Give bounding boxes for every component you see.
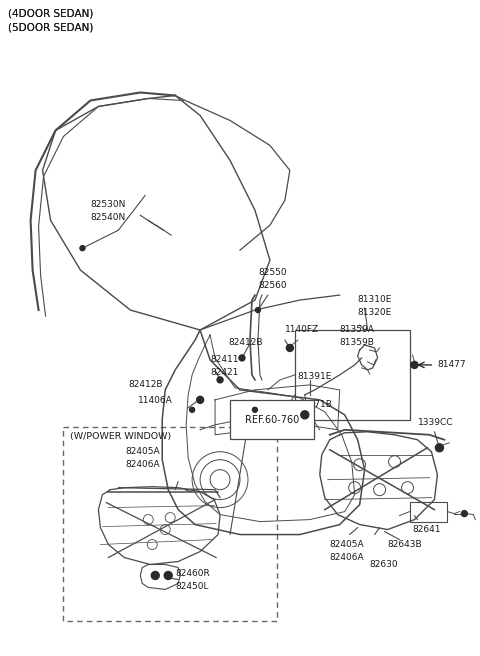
Circle shape: [239, 355, 245, 361]
Circle shape: [255, 308, 261, 312]
Circle shape: [197, 396, 204, 403]
Text: 81320E: 81320E: [358, 308, 392, 317]
Circle shape: [80, 246, 85, 251]
Text: 81391E: 81391E: [298, 372, 332, 381]
Text: 81477: 81477: [437, 360, 466, 369]
Circle shape: [287, 344, 293, 352]
Text: 81371B: 81371B: [298, 400, 333, 409]
Text: 82406A: 82406A: [330, 552, 364, 562]
Bar: [62, 427, 277, 621]
Text: 82406A: 82406A: [125, 460, 160, 469]
Circle shape: [461, 510, 468, 516]
Circle shape: [151, 571, 159, 579]
Circle shape: [217, 377, 223, 383]
Text: 82405A: 82405A: [125, 447, 160, 456]
Text: (5DOOR SEDAN): (5DOOR SEDAN): [8, 23, 93, 33]
Text: 82643B: 82643B: [387, 539, 422, 548]
Bar: [295, 330, 409, 420]
Text: 1140FZ: 1140FZ: [285, 325, 319, 334]
Text: 81359A: 81359A: [340, 325, 374, 334]
Text: 82405A: 82405A: [330, 539, 364, 548]
Text: REF.60-760: REF.60-760: [245, 415, 299, 425]
Text: (5DOOR SEDAN): (5DOOR SEDAN): [8, 23, 93, 33]
Text: 82421: 82421: [210, 368, 239, 377]
Text: 82411: 82411: [210, 355, 239, 364]
Text: 82550: 82550: [258, 268, 287, 277]
Text: 82560: 82560: [258, 281, 287, 290]
Text: 82450L: 82450L: [175, 583, 209, 592]
Text: 82540N: 82540N: [90, 213, 126, 222]
Text: 81483A: 81483A: [248, 418, 283, 427]
Text: 81310E: 81310E: [358, 295, 392, 304]
Text: 1339CC: 1339CC: [418, 418, 453, 427]
Text: 82412B: 82412B: [228, 338, 263, 347]
Text: 82641: 82641: [412, 525, 441, 533]
Circle shape: [435, 443, 444, 452]
Text: 82530N: 82530N: [90, 200, 126, 209]
Text: (4DOOR SEDAN): (4DOOR SEDAN): [8, 9, 93, 18]
Circle shape: [301, 411, 309, 419]
Circle shape: [252, 407, 257, 413]
Circle shape: [190, 407, 194, 413]
Circle shape: [164, 571, 172, 579]
Text: 11406A: 11406A: [138, 396, 173, 405]
Bar: [409, 502, 447, 522]
Circle shape: [411, 361, 418, 369]
Text: 82460R: 82460R: [175, 569, 210, 579]
Text: 82630: 82630: [370, 560, 398, 569]
Text: (W/POWER WINDOW): (W/POWER WINDOW): [71, 432, 172, 441]
Text: (4DOOR SEDAN): (4DOOR SEDAN): [8, 9, 93, 18]
Text: 81473E: 81473E: [248, 431, 282, 440]
Text: 81359B: 81359B: [340, 338, 374, 347]
Text: 82412B: 82412B: [128, 380, 163, 389]
